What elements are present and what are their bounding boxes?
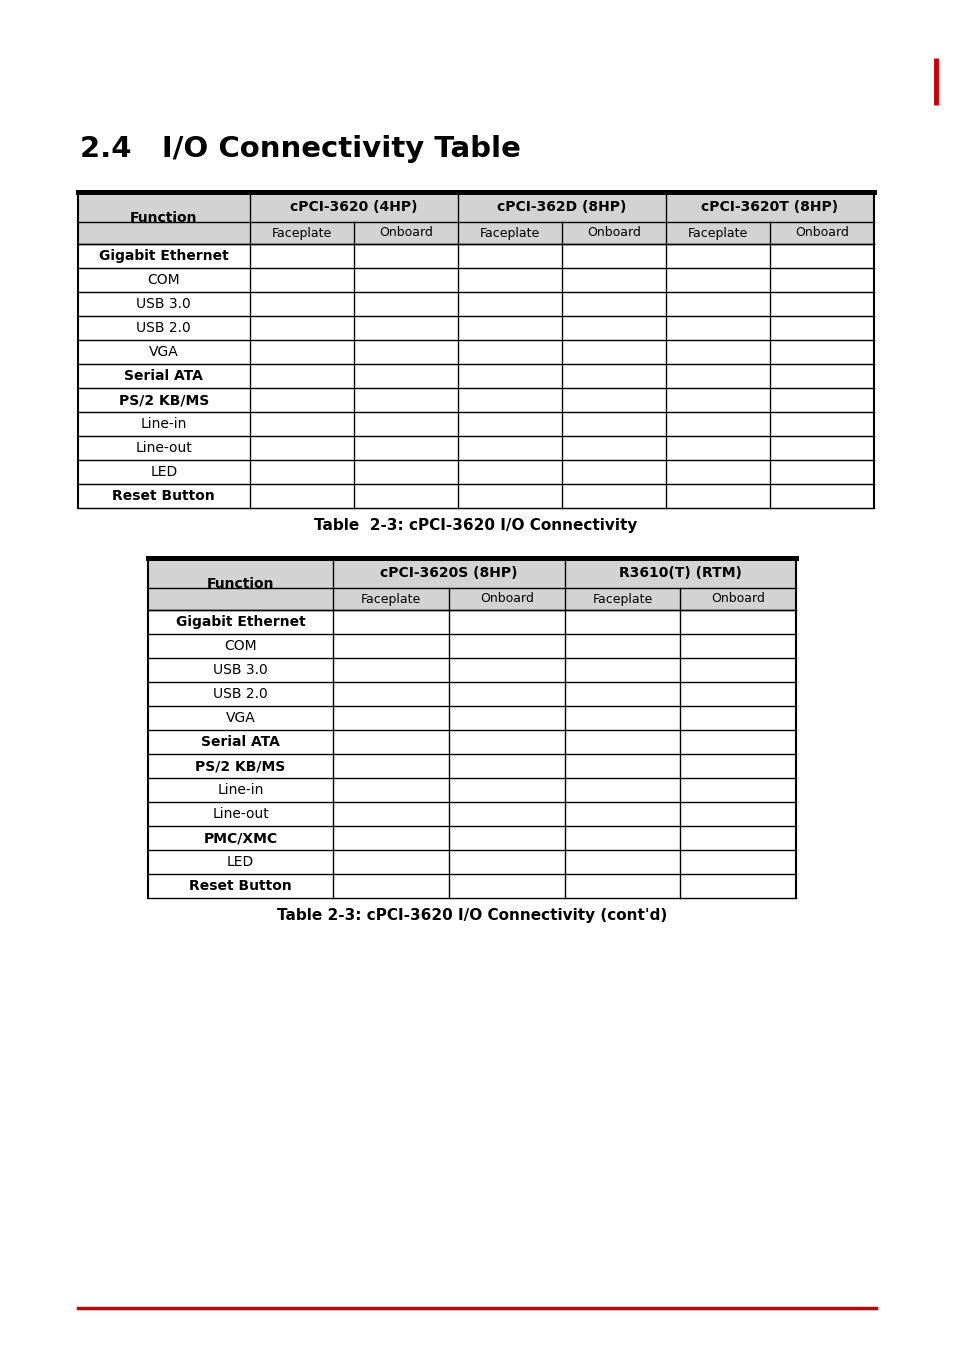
Text: Line-out: Line-out (212, 807, 269, 821)
Text: cPCI-3620T (8HP): cPCI-3620T (8HP) (700, 200, 838, 214)
Text: Line-out: Line-out (135, 441, 192, 456)
Text: cPCI-362D (8HP): cPCI-362D (8HP) (497, 200, 626, 214)
Text: PS/2 KB/MS: PS/2 KB/MS (118, 393, 209, 407)
Text: PMC/XMC: PMC/XMC (203, 831, 277, 845)
Bar (78, 192, 873, 222)
Text: USB 3.0: USB 3.0 (136, 297, 191, 311)
Text: Onboard: Onboard (378, 227, 433, 239)
Text: VGA: VGA (226, 711, 255, 725)
Text: Faceplate: Faceplate (360, 592, 420, 606)
Text: Function: Function (130, 211, 197, 224)
Text: Serial ATA: Serial ATA (201, 735, 280, 749)
Text: 2.4   I/O Connectivity Table: 2.4 I/O Connectivity Table (80, 135, 520, 164)
Text: COM: COM (148, 273, 180, 287)
Text: Table  2-3: cPCI-3620 I/O Connectivity: Table 2-3: cPCI-3620 I/O Connectivity (314, 518, 637, 533)
Text: Faceplate: Faceplate (592, 592, 652, 606)
Text: Gigabit Ethernet: Gigabit Ethernet (99, 249, 229, 264)
Text: Onboard: Onboard (479, 592, 533, 606)
Text: Onboard: Onboard (710, 592, 764, 606)
Bar (78, 222, 873, 243)
Text: Line-in: Line-in (217, 783, 263, 796)
Text: Table 2-3: cPCI-3620 I/O Connectivity (cont'd): Table 2-3: cPCI-3620 I/O Connectivity (c… (276, 909, 666, 923)
Text: PS/2 KB/MS: PS/2 KB/MS (195, 758, 285, 773)
Text: Faceplate: Faceplate (272, 227, 332, 239)
Text: USB 3.0: USB 3.0 (213, 662, 268, 677)
Bar (148, 558, 795, 588)
Text: cPCI-3620 (4HP): cPCI-3620 (4HP) (290, 200, 417, 214)
Text: R3610(T) (RTM): R3610(T) (RTM) (618, 566, 740, 580)
Text: Function: Function (207, 577, 274, 591)
Text: Faceplate: Faceplate (687, 227, 747, 239)
Text: Reset Button: Reset Button (112, 489, 215, 503)
Text: Serial ATA: Serial ATA (124, 369, 203, 383)
Text: Onboard: Onboard (586, 227, 640, 239)
Bar (148, 588, 795, 610)
Text: Reset Button: Reset Button (189, 879, 292, 894)
Text: Onboard: Onboard (794, 227, 848, 239)
Text: Faceplate: Faceplate (479, 227, 539, 239)
Text: USB 2.0: USB 2.0 (136, 320, 191, 335)
Text: USB 2.0: USB 2.0 (213, 687, 268, 700)
Text: LED: LED (150, 465, 177, 479)
Text: VGA: VGA (149, 345, 178, 360)
Text: LED: LED (227, 854, 253, 869)
Text: Line-in: Line-in (140, 416, 187, 431)
Text: cPCI-3620S (8HP): cPCI-3620S (8HP) (379, 566, 517, 580)
Text: Gigabit Ethernet: Gigabit Ethernet (175, 615, 305, 629)
Text: COM: COM (224, 639, 256, 653)
